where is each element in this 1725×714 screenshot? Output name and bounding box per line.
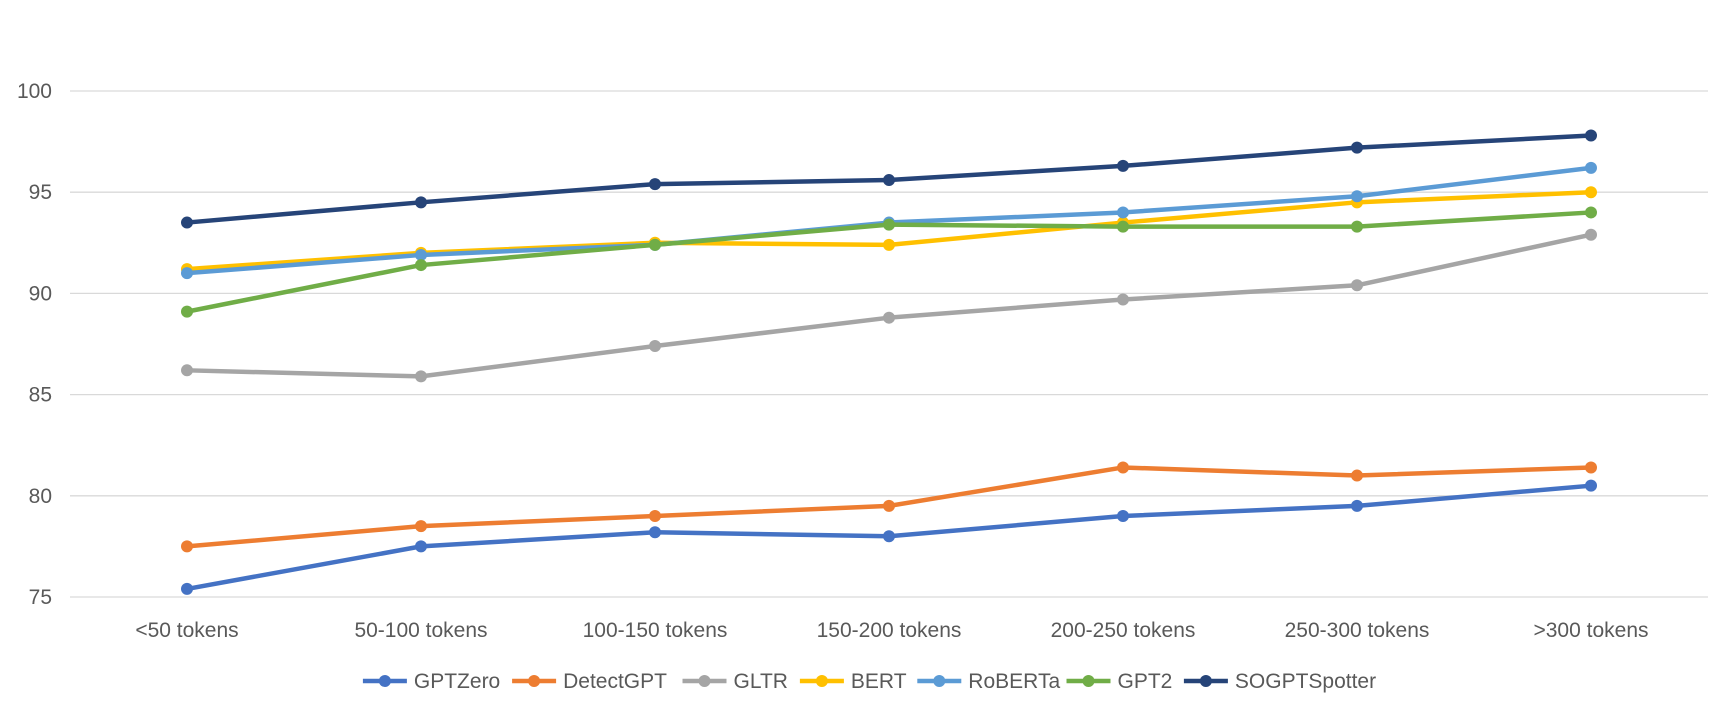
y-tick-label: 90 — [29, 282, 52, 305]
legend-marker — [1199, 675, 1212, 687]
data-point-gpt2 — [181, 305, 193, 318]
data-point-roberta — [1585, 161, 1597, 174]
data-point-gptzero — [649, 526, 661, 539]
series-gpt2 — [181, 206, 1597, 318]
data-point-gptzero — [1585, 479, 1597, 492]
x-tick-label: >300 tokens — [1533, 619, 1648, 642]
y-tick-label: 75 — [29, 586, 52, 609]
data-point-gpt2 — [1351, 220, 1363, 233]
legend-marker — [815, 675, 828, 687]
data-point-sogptspotter — [415, 196, 427, 209]
data-point-bert — [883, 238, 895, 251]
data-point-detectgpt — [1351, 469, 1363, 482]
legend-label: GLTR — [734, 670, 788, 693]
y-tick-label: 80 — [29, 485, 52, 508]
x-axis-tick-labels: <50 tokens 50-100 tokens 100-150 tokens 150… — [135, 619, 1648, 642]
gridlines — [70, 90, 1708, 598]
data-point-sogptspotter — [181, 216, 193, 229]
data-point-detectgpt — [415, 520, 427, 533]
y-axis-tick-labels: 75 80 85 90 95 100 — [17, 80, 52, 609]
legend-item-roberta[interactable]: RoBERTa — [917, 670, 1060, 693]
legend-marker — [1082, 675, 1095, 687]
x-tick-label: 200-250 tokens — [1051, 619, 1196, 642]
legend-label: RoBERTa — [968, 670, 1060, 693]
data-point-bert — [1585, 186, 1597, 199]
data-point-roberta — [1351, 190, 1363, 203]
legend-label: DetectGPT — [563, 670, 667, 693]
data-point-detectgpt — [181, 540, 193, 553]
data-point-gptzero — [415, 540, 427, 553]
data-point-sogptspotter — [883, 174, 895, 187]
legend-label: SOGPTSpotter — [1235, 670, 1376, 693]
x-tick-label: 50-100 tokens — [354, 619, 487, 642]
series-group — [181, 129, 1597, 595]
data-point-gpt2 — [649, 238, 661, 251]
data-point-detectgpt — [1117, 461, 1129, 474]
legend-label: GPTZero — [414, 670, 500, 693]
legend-item-gptzero[interactable]: GPTZero — [362, 670, 500, 693]
y-tick-label: 95 — [29, 181, 52, 204]
legend-item-sogptspotter[interactable]: SOGPTSpotter — [1183, 670, 1376, 693]
data-point-gpt2 — [883, 218, 895, 231]
legend-item-bert[interactable]: BERT — [799, 670, 907, 693]
legend-item-detectgpt[interactable]: DetectGPT — [512, 670, 667, 693]
legend-marker — [698, 675, 711, 687]
data-point-roberta — [1117, 206, 1129, 219]
data-point-gptzero — [1117, 510, 1129, 523]
legend-marker — [528, 675, 541, 687]
data-point-sogptspotter — [649, 178, 661, 191]
x-tick-label: <50 tokens — [135, 619, 238, 642]
legend-marker — [378, 675, 391, 687]
data-point-gltr — [415, 370, 427, 383]
data-point-gltr — [1351, 279, 1363, 292]
data-point-gltr — [883, 311, 895, 324]
x-tick-label: 250-300 tokens — [1285, 619, 1430, 642]
data-point-roberta — [415, 248, 427, 261]
data-point-gpt2 — [415, 259, 427, 272]
legend-label: BERT — [851, 670, 907, 693]
data-point-gltr — [1585, 228, 1597, 241]
y-tick-label: 100 — [17, 80, 52, 103]
x-tick-label: 150-200 tokens — [817, 619, 962, 642]
data-point-gltr — [649, 340, 661, 353]
data-point-gptzero — [883, 530, 895, 543]
data-point-gltr — [1117, 293, 1129, 306]
x-tick-label: 100-150 tokens — [583, 619, 728, 642]
data-point-gltr — [181, 364, 193, 377]
data-point-roberta — [181, 267, 193, 280]
series-bert — [181, 186, 1597, 276]
legend: GPTZero DetectGPT GLTR BERT RoBERTa GPT2 SOGPT… — [362, 670, 1376, 693]
data-point-sogptspotter — [1117, 159, 1129, 172]
data-point-detectgpt — [883, 499, 895, 512]
series-gptzero — [181, 479, 1597, 595]
data-point-sogptspotter — [1351, 141, 1363, 154]
data-point-gptzero — [1351, 499, 1363, 512]
data-point-sogptspotter — [1585, 129, 1597, 142]
data-point-detectgpt — [649, 510, 661, 523]
y-tick-label: 85 — [29, 384, 52, 407]
data-point-detectgpt — [1585, 461, 1597, 474]
legend-item-gpt2[interactable]: GPT2 — [1066, 670, 1173, 693]
data-point-gpt2 — [1117, 220, 1129, 233]
series-gltr — [181, 228, 1597, 383]
series-detectgpt — [181, 461, 1597, 553]
legend-label: GPT2 — [1118, 670, 1173, 693]
legend-marker — [933, 675, 946, 687]
data-point-gptzero — [181, 582, 193, 595]
legend-item-gltr[interactable]: GLTR — [682, 670, 788, 693]
series-sogptspotter — [181, 129, 1597, 229]
data-point-gpt2 — [1585, 206, 1597, 219]
